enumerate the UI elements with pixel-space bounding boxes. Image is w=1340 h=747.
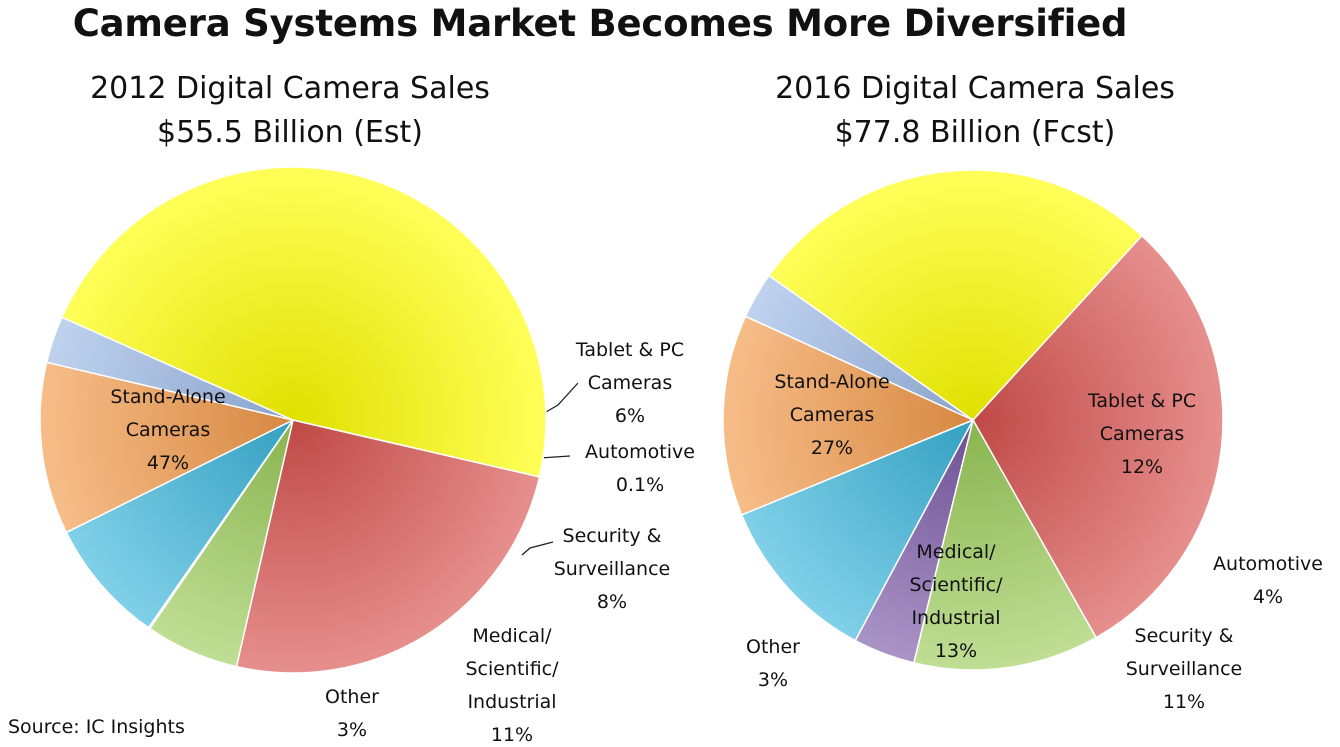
- pie-chart-1: 2012 Digital Camera Sales $55.5 Billion (…: [39, 71, 695, 746]
- pie-2-label-other: Other 3%: [746, 636, 800, 691]
- pie-1-label-medical: Medical/Scientific/Industrial 11%: [465, 625, 559, 746]
- pie-2-slice-medical: [722, 315, 975, 516]
- pie-2-label-stand-alone: Stand-Alone Cameras 27%: [774, 371, 889, 459]
- pie-2-slice-camera: [972, 234, 1224, 639]
- pie-1-leader-tablet-pc: [545, 382, 579, 413]
- pie-1-label-automotive: Automotive 0.1%: [585, 441, 695, 496]
- pie-2-title: 2016 Digital Camera Sales: [775, 71, 1175, 106]
- pie-2-slice-security: [740, 418, 975, 642]
- pie-2-subtitle: $77.8 Billion (Fcst): [835, 115, 1116, 150]
- pie-2-label-security: Security & Surveillance 11%: [1126, 625, 1243, 713]
- pie-1-slice-camera: [235, 419, 541, 674]
- pie-1-label-stand-alone: Stand-Alone Cameras 47%: [110, 386, 225, 474]
- pie-2-label-automotive: Automotive 4%: [1213, 553, 1323, 608]
- source-note: Source: IC Insights: [8, 716, 185, 738]
- pie-2-label-medical: Medical/Scientific/Industrial 13%: [909, 541, 1003, 662]
- pie-1-label-other: Other 3%: [325, 686, 379, 741]
- pie-1-slice-medical: [39, 361, 296, 534]
- pie-2-slice-stand-alone: [767, 169, 1143, 421]
- pie-1-leader-security: [521, 541, 554, 556]
- pie-chart-2: 2016 Digital Camera Sales $77.8 Billion (…: [722, 71, 1323, 713]
- pie-2-label-tablet-pc: Tablet & PC Cameras 12%: [1087, 390, 1196, 478]
- pie-1-slice-security: [65, 419, 294, 629]
- pie-1-leader-automotive: [539, 455, 571, 459]
- page-title: Camera Systems Market Becomes More Diver…: [72, 2, 1128, 45]
- pie-1-slice-stand-alone: [60, 166, 547, 478]
- pie-1-label-tablet-pc: Tablet & PC Cameras 6%: [575, 339, 684, 427]
- pie-1-subtitle: $55.5 Billion (Est): [157, 115, 423, 150]
- pie-2-slice-tablet-pc: [912, 417, 1098, 671]
- pie-1-title: 2012 Digital Camera Sales: [90, 71, 490, 106]
- pie-1-label-security: Security & Surveillance 8%: [554, 525, 671, 613]
